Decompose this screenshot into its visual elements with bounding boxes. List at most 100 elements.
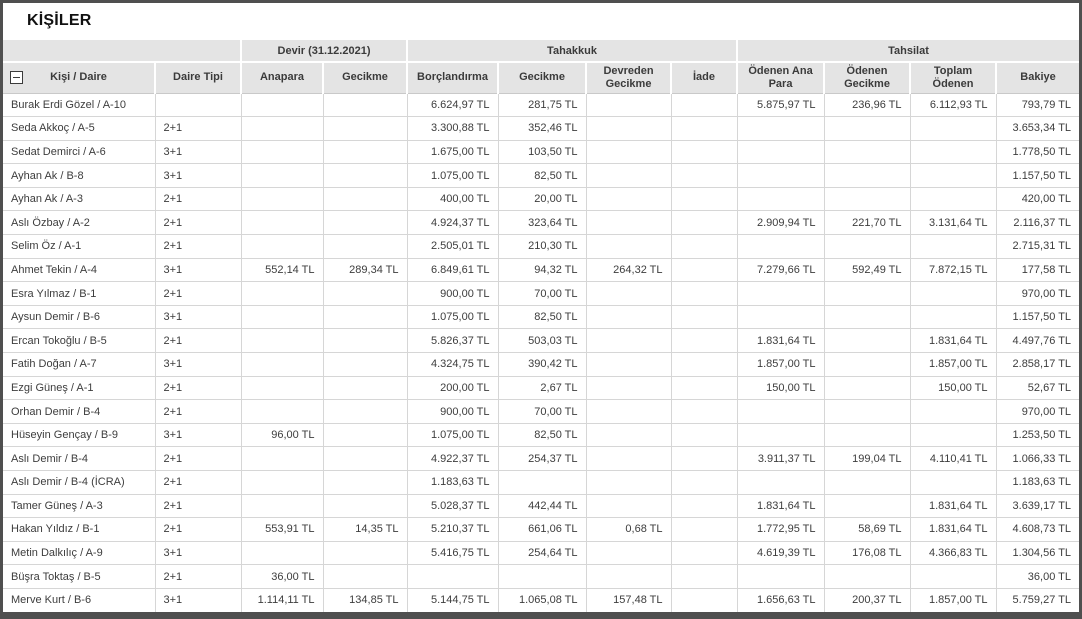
collapse-all-icon[interactable] [10, 70, 23, 84]
cell-toplam-odenen [910, 281, 997, 306]
cell-gecikme-tahakkuk: 82,50 TL [498, 423, 587, 448]
cell-kisi-daire: Aslı Demir / B-4 [3, 446, 156, 471]
cell-devreden-gecikme [586, 116, 672, 141]
cell-anapara [241, 376, 324, 401]
cell-iade [671, 423, 738, 448]
cell-kisi-daire: Ayhan Ak / B-8 [3, 163, 156, 188]
kisiler-table: Devir (31.12.2021) Tahakkuk Tahsilat Kiş… [3, 40, 1079, 612]
cell-borclandirma: 5.028,37 TL [407, 494, 499, 519]
cell-bakiye: 2.858,17 TL [996, 352, 1079, 377]
cell-bakiye: 36,00 TL [996, 564, 1079, 589]
cell-anapara: 1.114,11 TL [241, 588, 324, 612]
cell-bakiye: 1.066,33 TL [996, 446, 1079, 471]
cell-iade [671, 163, 738, 188]
cell-iade [671, 470, 738, 495]
column-header-kisi-daire[interactable]: Kişi / Daire [3, 62, 156, 94]
cell-iade [671, 541, 738, 566]
cell-daire-tipi: 2+1 [155, 116, 242, 141]
cell-odenen-gecikme [824, 328, 911, 354]
cell-gecikme-devir: 289,34 TL [323, 258, 408, 283]
column-header-odenen-ana-para[interactable]: Ödenen Ana Para [737, 62, 826, 94]
cell-anapara: 96,00 TL [241, 423, 324, 448]
column-header-iade[interactable]: İade [671, 62, 739, 94]
cell-bakiye: 420,00 TL [996, 187, 1079, 212]
table-row: Fatih Doğan / A-7 3+1 4.324,75 TL 390,42 TL… [3, 352, 1079, 377]
column-header-toplam-odenen[interactable]: Toplam Ödenen [910, 62, 998, 94]
table-row: Burak Erdi Gözel / A-10 6.624,97 TL 281,75… [3, 93, 1079, 118]
cell-toplam-odenen [910, 470, 997, 495]
cell-bakiye: 970,00 TL [996, 281, 1079, 306]
cell-borclandirma: 1.675,00 TL [407, 140, 499, 165]
cell-bakiye: 793,79 TL [996, 93, 1079, 118]
cell-gecikme-devir [323, 564, 408, 589]
column-header-odenen-gecikme[interactable]: Ödenen Gecikme [824, 62, 912, 94]
cell-bakiye: 4.608,73 TL [996, 517, 1079, 542]
cell-daire-tipi: 2+1 [155, 399, 242, 424]
cell-borclandirma: 1.075,00 TL [407, 163, 499, 188]
cell-bakiye: 3.653,34 TL [996, 116, 1079, 141]
table-row: Ayhan Ak / A-3 2+1 400,00 TL 20,00 TL 420,00… [3, 187, 1079, 212]
column-header-borclandirma[interactable]: Borçlandırma [407, 62, 500, 94]
cell-daire-tipi: 2+1 [155, 210, 242, 236]
cell-gecikme-tahakkuk: 323,64 TL [498, 210, 587, 236]
cell-odenen-ana-para [737, 564, 825, 589]
cell-borclandirma: 900,00 TL [407, 281, 499, 306]
table-row: Ercan Tokoğlu / B-5 2+1 5.826,37 TL 503,03 … [3, 328, 1079, 354]
cell-odenen-gecikme: 58,69 TL [824, 517, 911, 542]
cell-anapara [241, 281, 324, 306]
cell-borclandirma: 1.075,00 TL [407, 305, 499, 330]
cell-iade [671, 140, 738, 165]
column-header-devreden-gecikme[interactable]: Devreden Gecikme [586, 62, 673, 94]
cell-gecikme-devir [323, 541, 408, 566]
cell-devreden-gecikme [586, 399, 672, 424]
cell-anapara [241, 187, 324, 212]
cell-toplam-odenen [910, 564, 997, 589]
cell-devreden-gecikme [586, 470, 672, 495]
header-group-row: Devir (31.12.2021) Tahakkuk Tahsilat [3, 40, 1079, 63]
cell-odenen-gecikme [824, 470, 911, 495]
cell-anapara [241, 446, 324, 471]
cell-anapara [241, 470, 324, 495]
cell-devreden-gecikme [586, 446, 672, 471]
cell-toplam-odenen [910, 116, 997, 141]
cell-borclandirma: 900,00 TL [407, 399, 499, 424]
cell-borclandirma: 6.849,61 TL [407, 258, 499, 283]
cell-kisi-daire: Seda Akkoç / A-5 [3, 116, 156, 141]
cell-toplam-odenen: 3.131,64 TL [910, 210, 997, 236]
column-header-gecikme-devir[interactable]: Gecikme [323, 62, 409, 94]
table-row: Aslı Özbay / A-2 2+1 4.924,37 TL 323,64 TL 2… [3, 210, 1079, 236]
cell-gecikme-devir [323, 305, 408, 330]
group-header-tahsilat: Tahsilat [737, 40, 1079, 63]
column-header-anapara[interactable]: Anapara [241, 62, 324, 94]
cell-iade [671, 494, 738, 519]
column-header-gecikme-tahakkuk[interactable]: Gecikme [498, 62, 588, 94]
cell-daire-tipi: 3+1 [155, 258, 242, 283]
cell-gecikme-devir: 14,35 TL [323, 517, 408, 542]
cell-kisi-daire: Fatih Doğan / A-7 [3, 352, 156, 377]
cell-odenen-gecikme [824, 234, 911, 259]
cell-odenen-ana-para: 1.656,63 TL [737, 588, 825, 612]
cell-bakiye: 4.497,76 TL [996, 328, 1079, 354]
cell-odenen-ana-para: 1.831,64 TL [737, 328, 825, 354]
column-header-bakiye[interactable]: Bakiye [996, 62, 1079, 94]
column-header-daire-tipi[interactable]: Daire Tipi [155, 62, 242, 94]
table-row: Büşra Toktaş / B-5 2+1 36,00 TL 36,00 TL [3, 564, 1079, 589]
cell-toplam-odenen [910, 187, 997, 212]
table-row: Metin Dalkılıç / A-9 3+1 5.416,75 TL 254,64… [3, 541, 1079, 566]
cell-toplam-odenen: 7.872,15 TL [910, 258, 997, 283]
cell-gecikme-devir [323, 494, 408, 519]
cell-odenen-ana-para [737, 470, 825, 495]
cell-gecikme-devir [323, 163, 408, 188]
cell-iade [671, 93, 738, 118]
cell-iade [671, 352, 738, 377]
cell-bakiye: 52,67 TL [996, 376, 1079, 401]
cell-daire-tipi: 3+1 [155, 140, 242, 165]
cell-odenen-ana-para: 3.911,37 TL [737, 446, 825, 471]
cell-odenen-ana-para: 7.279,66 TL [737, 258, 825, 283]
table-row: Tamer Güneş / A-3 2+1 5.028,37 TL 442,44 TL… [3, 494, 1079, 519]
cell-devreden-gecikme [586, 376, 672, 401]
table-row: Seda Akkoç / A-5 2+1 3.300,88 TL 352,46 TL 3… [3, 116, 1079, 141]
cell-daire-tipi: 3+1 [155, 423, 242, 448]
cell-daire-tipi: 2+1 [155, 446, 242, 471]
cell-iade [671, 399, 738, 424]
